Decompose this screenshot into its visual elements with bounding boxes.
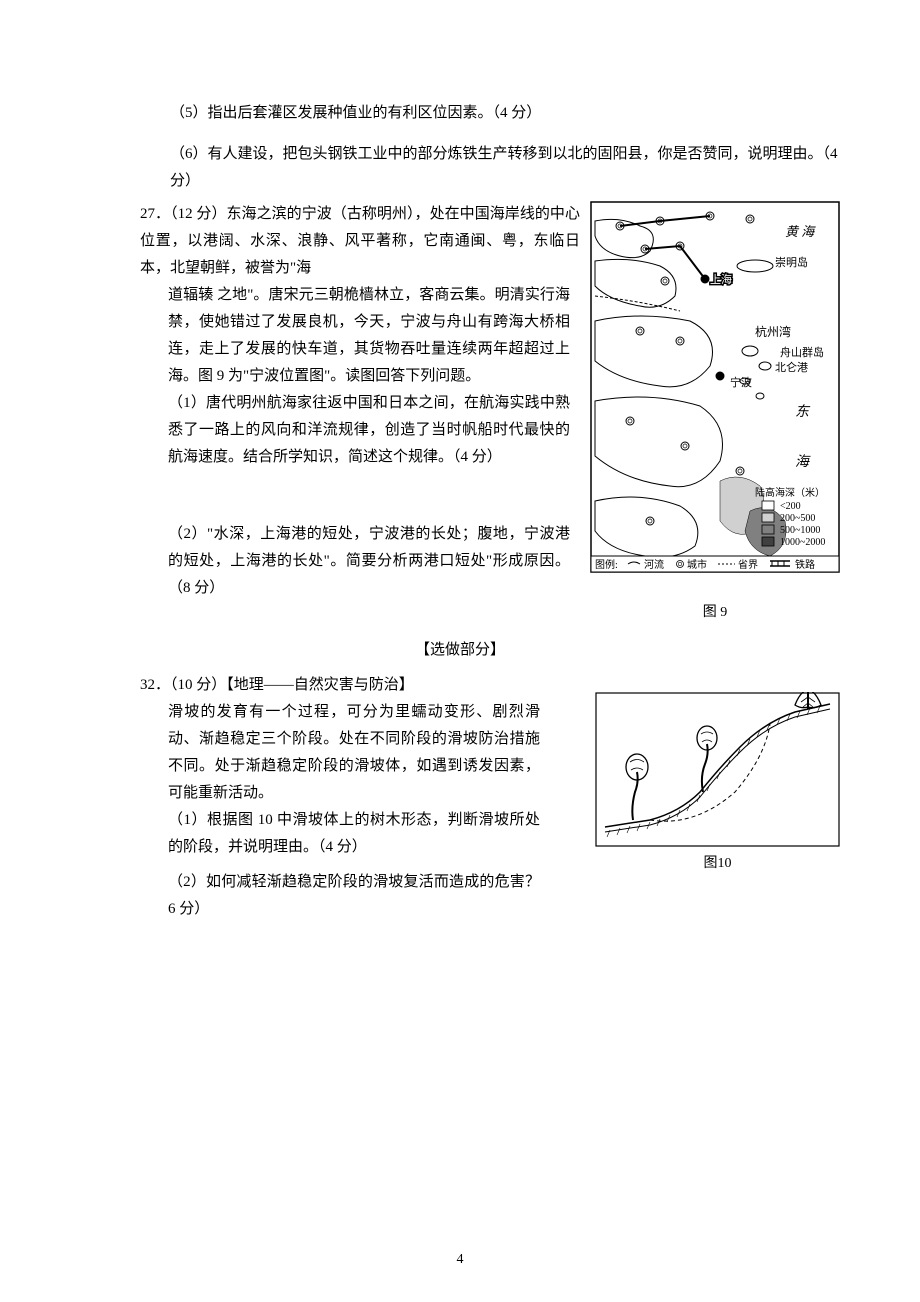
label-chongming: 崇明岛 bbox=[775, 255, 808, 269]
page-number: 4 bbox=[457, 1247, 464, 1272]
document-body: （5）指出后套灌区发展种值业的有利区位因素。（4 分） （6）有人建设，把包头钢… bbox=[80, 100, 840, 923]
figure-9-caption: 图 9 bbox=[590, 600, 840, 625]
label-hangzhou-bay: 杭州湾 bbox=[755, 324, 791, 339]
q32-points: （10 分） bbox=[170, 677, 226, 693]
label-yellow-sea: 黄 海 bbox=[785, 224, 816, 239]
legend-bottom-label: 图例: bbox=[595, 558, 618, 571]
q26-sub6: （6）有人建设，把包头钢铁工业中的部分炼铁生产转移到以北的固阳县，你是否赞同，说… bbox=[80, 141, 840, 195]
q32-sub1: （1）根据图 10 中滑坡体上的树木形态，判断滑坡所处的阶段，并说明理由。（4 … bbox=[168, 812, 540, 855]
legend-2: 500~1000 bbox=[780, 525, 820, 536]
svg-text:河流: 河流 bbox=[644, 558, 664, 571]
q27-points: （12 分） bbox=[170, 206, 226, 222]
q32-subject: 【地理——自然灾害与防治】 bbox=[226, 677, 414, 693]
legend-3: 1000~2000 bbox=[780, 537, 825, 548]
q32-intro: 滑坡的发育有一个过程，可分为里蠕动变形、剧烈滑动、渐趋稳定三个阶段。处在不同阶段… bbox=[168, 704, 540, 801]
figure-9: 黄 海 崇明岛 上海 杭州湾 舟山群岛 北仑港 宁波 东 海 陆高海深（米） <… bbox=[590, 201, 840, 625]
label-sea: 海 bbox=[795, 454, 811, 470]
q27-sub2: （2）"水深，上海港的短处，宁波港的长处；腹地，宁波港的短处，上海港的长处"。简… bbox=[168, 526, 570, 596]
q32: 图10 32．（10 分）【地理——自然灾害与防治】 滑坡的发育有一个过程，可分… bbox=[80, 672, 840, 923]
landslide-diagram-icon bbox=[595, 692, 840, 847]
svg-text:城市: 城市 bbox=[687, 558, 707, 571]
figure-10: 图10 bbox=[595, 692, 840, 876]
optional-section-header: 【选做部分】 bbox=[80, 637, 840, 664]
q32-number: 32． bbox=[140, 677, 170, 693]
q27: 黄 海 崇明岛 上海 杭州湾 舟山群岛 北仑港 宁波 东 海 陆高海深（米） <… bbox=[80, 201, 840, 625]
label-ningbo: 宁波 bbox=[730, 375, 752, 389]
q26-sub5: （5）指出后套灌区发展种值业的有利区位因素。（4 分） bbox=[80, 100, 840, 127]
svg-text:铁路: 铁路 bbox=[795, 558, 815, 571]
q26-sub5-text: （5）指出后套灌区发展种值业的有利区位因素。（4 分） bbox=[170, 100, 840, 127]
map-ningbo-icon: 黄 海 崇明岛 上海 杭州湾 舟山群岛 北仑港 宁波 东 海 陆高海深（米） <… bbox=[590, 201, 840, 596]
label-zhoushan: 舟山群岛 bbox=[780, 345, 824, 359]
legend-0: <200 bbox=[780, 501, 801, 512]
legend-title: 陆高海深（米） bbox=[755, 486, 825, 499]
q27-sub1: （1）唐代明州航海家往返中国和日本之间，在航海实践中熟悉了一路上的风向和洋流规律… bbox=[168, 395, 570, 465]
label-east: 东 bbox=[795, 404, 811, 420]
label-beilun: 北仑港 bbox=[775, 360, 808, 374]
q27-intro-rest: 道辐辏 之地"。唐宋元三朝桅樯林立，客商云集。明清实行海禁，使她错过了发展良机，… bbox=[168, 287, 570, 384]
legend-1: 200~500 bbox=[780, 513, 815, 524]
svg-text:省界: 省界 bbox=[738, 558, 758, 571]
q32-sub2: （2）如何减轻渐趋稳定阶段的滑坡复活而造成的危害？6 分） bbox=[168, 874, 540, 917]
q27-number: 27． bbox=[140, 206, 170, 222]
label-shanghai: 上海 bbox=[710, 272, 732, 286]
q26-sub6-text: （6）有人建设，把包头钢铁工业中的部分炼铁生产转移到以北的固阳县，你是否赞同，说… bbox=[170, 141, 840, 195]
figure-10-caption: 图10 bbox=[595, 851, 840, 876]
